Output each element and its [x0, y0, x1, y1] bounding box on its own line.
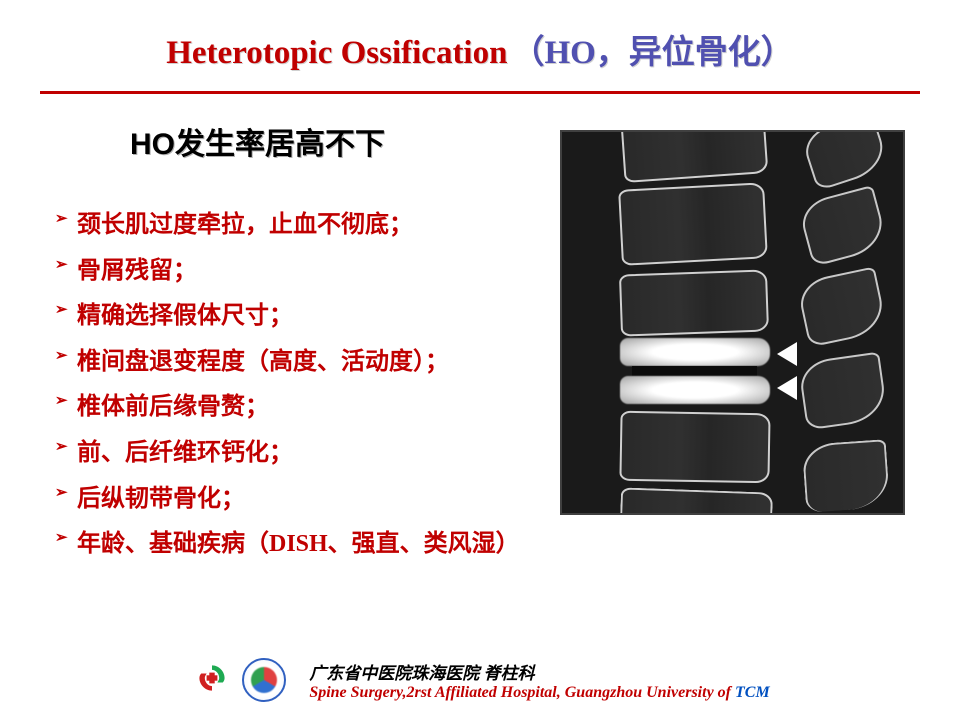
posterior-element-outline	[796, 266, 888, 347]
subtitle-ho: HO	[130, 128, 175, 161]
hospital-logo-icon	[194, 660, 230, 701]
footer-text: 广东省中医院珠海医院 脊柱科 Spine Surgery,2rst Affili…	[309, 659, 769, 702]
university-logo-icon	[242, 658, 286, 702]
title-chinese-paren: （HO，异位骨化）	[511, 35, 793, 71]
title-divider	[40, 91, 920, 94]
prosthesis-lower	[620, 376, 770, 404]
footer-en-tcm: TCM	[735, 684, 770, 701]
posterior-element-outline	[800, 130, 891, 191]
vertebra-outline	[619, 487, 773, 515]
footer-logos	[190, 658, 290, 702]
footer-chinese: 广东省中医院珠海医院 脊柱科	[309, 659, 769, 684]
posterior-element-outline	[798, 352, 889, 431]
posterior-element-outline	[797, 185, 889, 267]
arrowhead-marker-icon	[777, 342, 797, 366]
footer-english: Spine Surgery,2rst Affiliated Hospital, …	[309, 684, 769, 702]
prosthesis-gap	[632, 366, 757, 376]
title-english: Heterotopic Ossification	[166, 35, 507, 71]
subtitle-rest: 发生率居高不下	[175, 128, 385, 161]
ct-scan-figure	[560, 130, 905, 515]
bullet-item: 年龄、基础疾病（DISH、强直、类风湿）	[55, 522, 905, 568]
slide-title-area: Heterotopic Ossification （HO，异位骨化）	[0, 0, 960, 73]
vertebra-outline	[619, 411, 770, 484]
posterior-element-outline	[802, 439, 891, 513]
footer: 广东省中医院珠海医院 脊柱科 Spine Surgery,2rst Affili…	[0, 658, 960, 702]
vertebra-outline	[620, 130, 769, 183]
prosthesis-upper	[620, 338, 770, 366]
arrowhead-marker-icon	[777, 376, 797, 400]
vertebra-outline	[619, 269, 769, 336]
footer-en-prefix: Spine Surgery,2rst Affiliated Hospital, …	[309, 684, 735, 701]
vertebra-outline	[618, 182, 768, 266]
